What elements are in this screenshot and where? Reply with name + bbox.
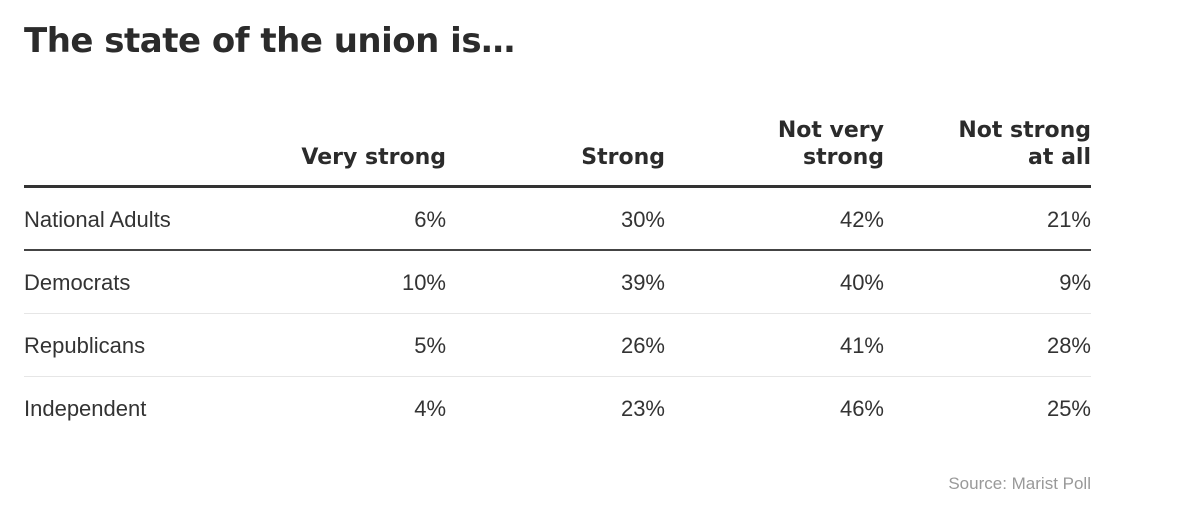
results-table: Very strong Strong Not very strong Not s… xyxy=(24,112,1091,440)
column-header-strong: Strong xyxy=(581,145,665,170)
column-header-not-very-strong: Not very strong xyxy=(777,118,884,170)
value-cell: 42% xyxy=(839,207,884,232)
table-header: Very strong Strong Not very strong Not s… xyxy=(24,112,1091,188)
table-row-independent: Independent 4% 23% 46% 25% xyxy=(24,377,1091,440)
chart-title: The state of the union is… xyxy=(24,21,515,61)
table-row-national-adults: National Adults 6% 30% 42% 21% xyxy=(24,188,1091,251)
value-cell: 21% xyxy=(1046,207,1091,232)
column-header-not-strong-at-all: Not strong at all xyxy=(958,118,1091,170)
value-cell: 10% xyxy=(401,270,446,295)
value-cell: 5% xyxy=(414,333,446,358)
column-header-very-strong: Very strong xyxy=(301,145,446,170)
table-row-democrats: Democrats 10% 39% 40% 9% xyxy=(24,251,1091,314)
source-note: Source: Marist Poll xyxy=(948,474,1091,493)
value-cell: 26% xyxy=(620,333,665,358)
value-cell: 28% xyxy=(1046,333,1091,358)
row-label: National Adults xyxy=(24,207,171,232)
value-cell: 30% xyxy=(620,207,665,232)
row-label: Democrats xyxy=(24,270,131,295)
row-label: Independent xyxy=(24,396,147,421)
value-cell: 4% xyxy=(414,396,446,421)
value-cell: 6% xyxy=(414,207,446,232)
value-cell: 40% xyxy=(839,270,884,295)
value-cell: 41% xyxy=(839,333,884,358)
value-cell: 25% xyxy=(1046,396,1091,421)
value-cell: 23% xyxy=(620,396,665,421)
value-cell: 46% xyxy=(839,396,884,421)
value-cell: 9% xyxy=(1059,270,1091,295)
row-label: Republicans xyxy=(24,333,146,358)
value-cell: 39% xyxy=(620,270,665,295)
table-row-republicans: Republicans 5% 26% 41% 28% xyxy=(24,314,1091,377)
